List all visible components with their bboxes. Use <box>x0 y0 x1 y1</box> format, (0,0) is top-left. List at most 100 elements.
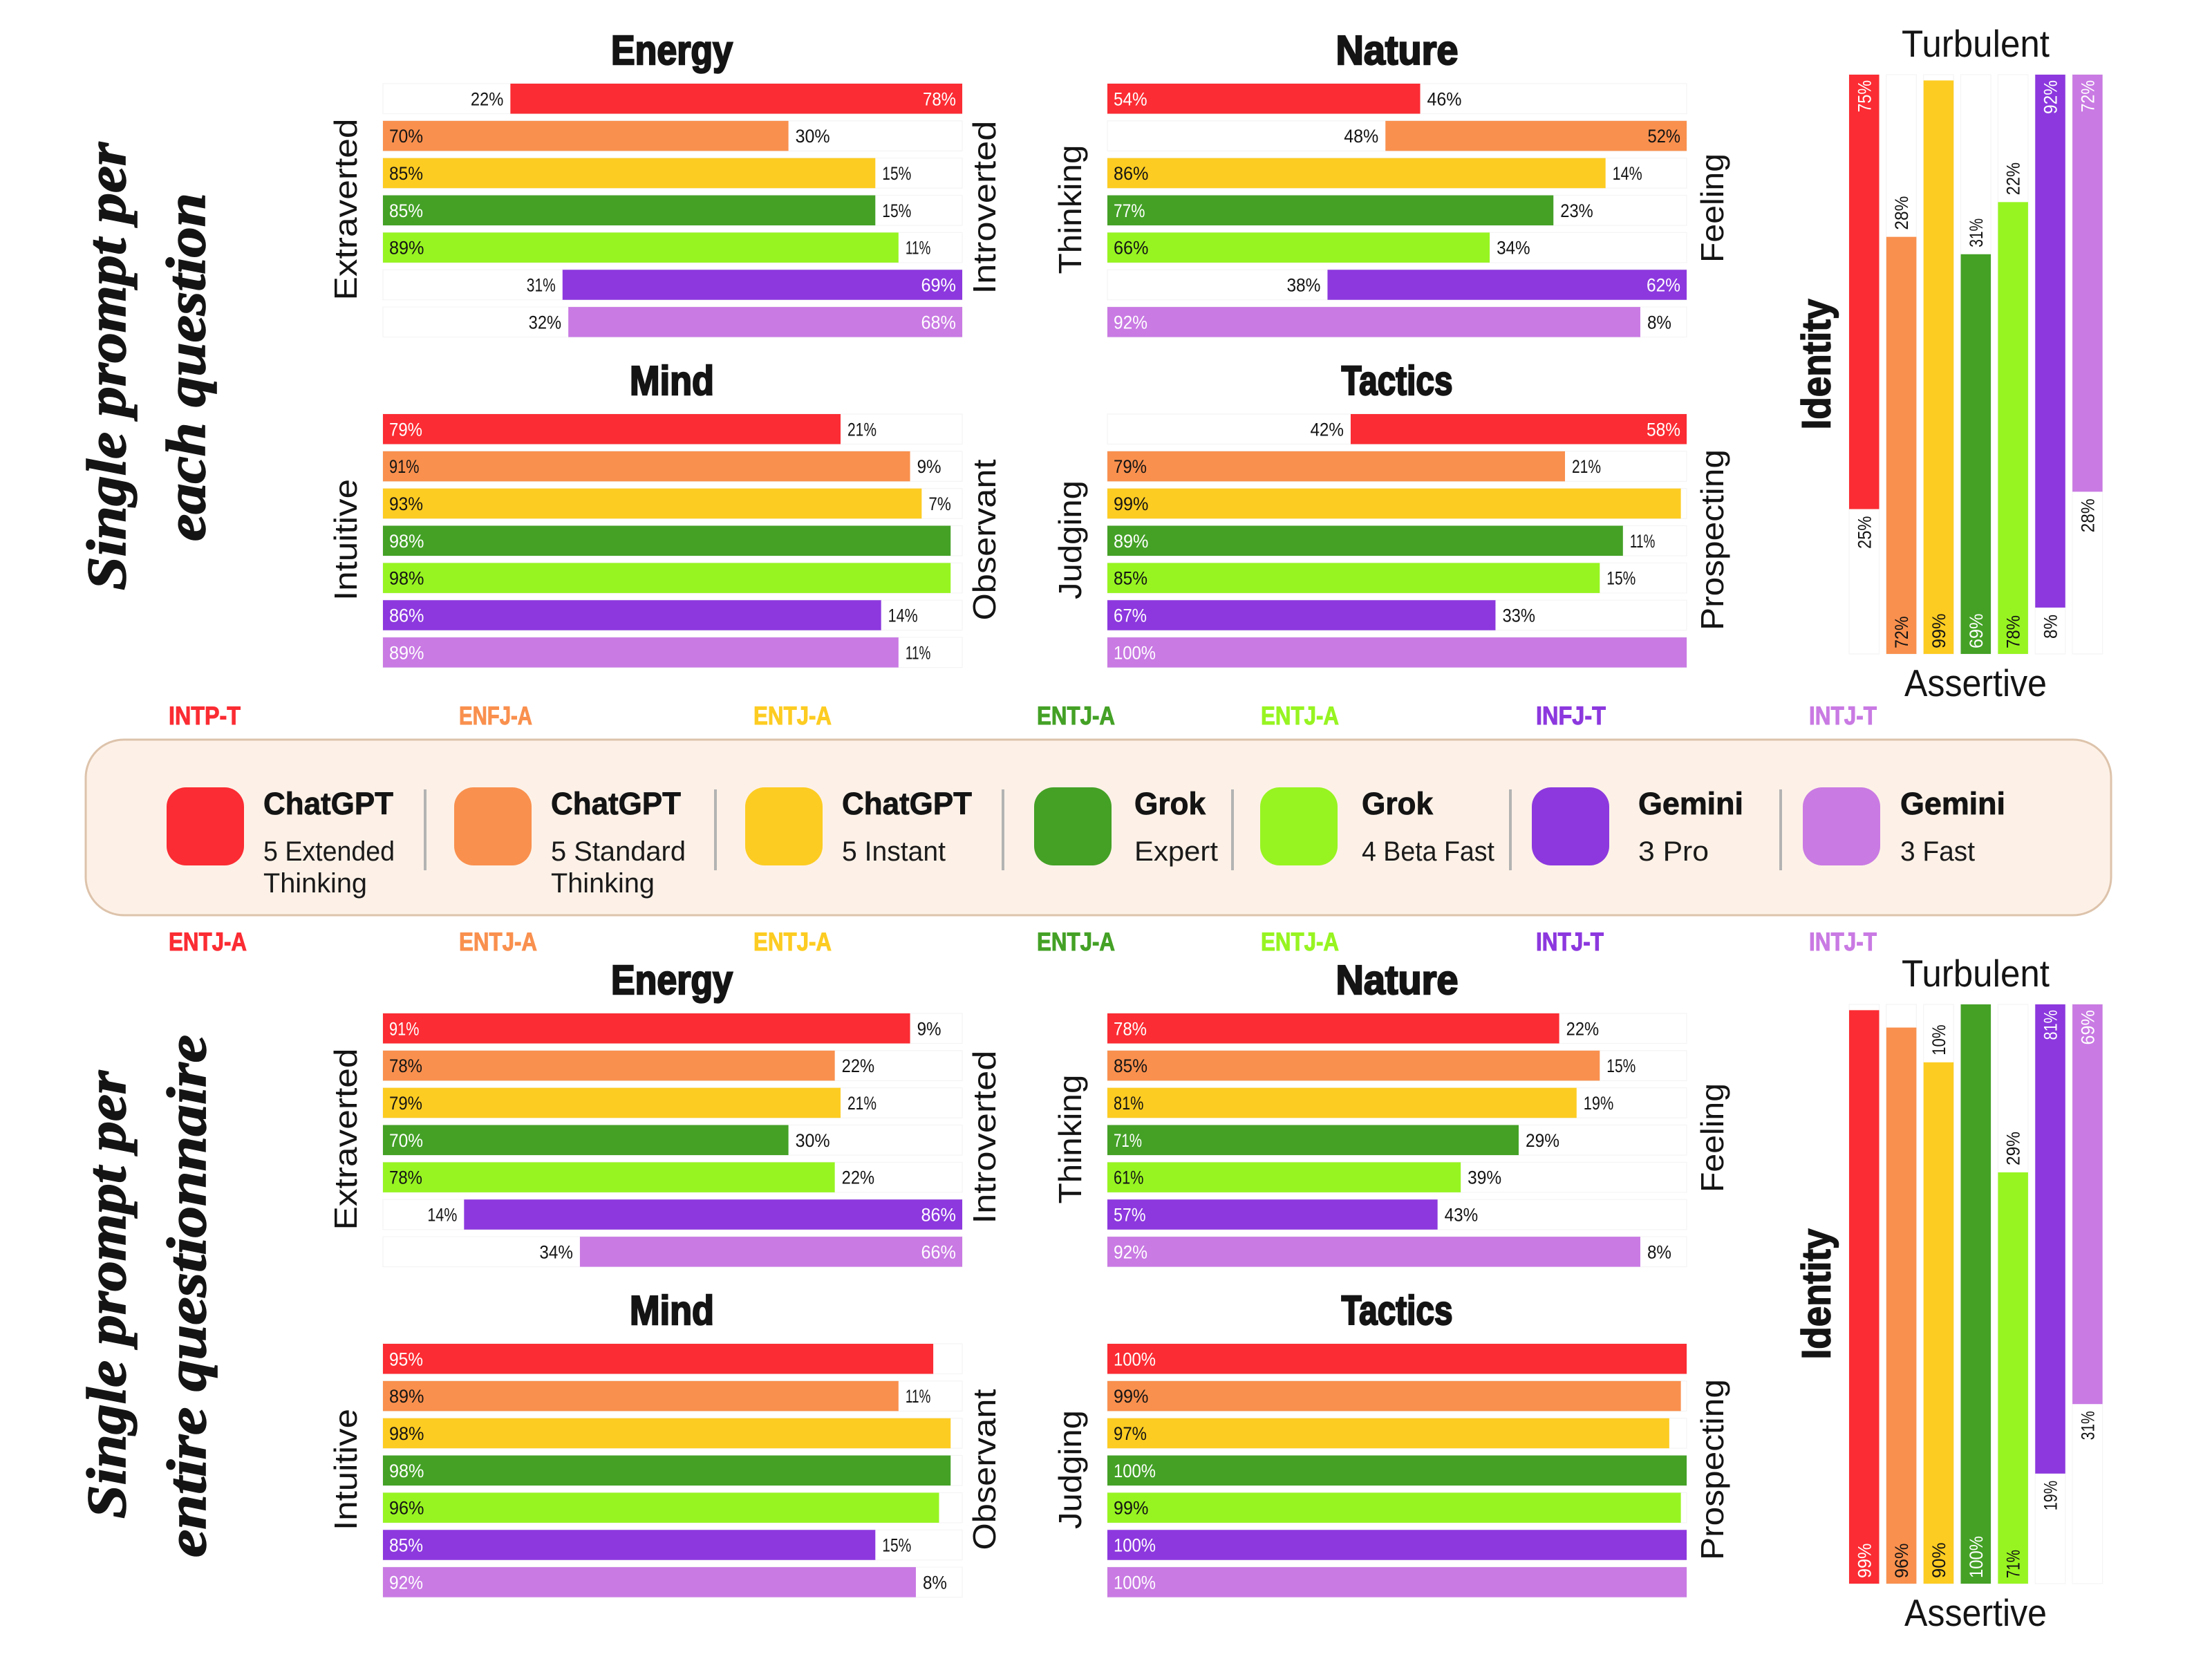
svg-text:15%: 15% <box>882 163 911 184</box>
svg-text:7%: 7% <box>928 494 951 514</box>
svg-text:each question: each question <box>156 193 217 541</box>
svg-text:entire questionnaire: entire questionnaire <box>157 1035 218 1557</box>
svg-text:72%: 72% <box>1891 617 1912 649</box>
svg-text:43%: 43% <box>1445 1205 1479 1226</box>
svg-text:Thinking: Thinking <box>1052 145 1088 274</box>
svg-text:99%: 99% <box>1929 614 1949 649</box>
svg-text:Feeling: Feeling <box>1694 1083 1730 1192</box>
svg-text:Introverted: Introverted <box>966 121 1002 294</box>
svg-text:95%: 95% <box>389 1349 423 1369</box>
svg-text:78%: 78% <box>389 1168 422 1188</box>
svg-text:58%: 58% <box>1647 419 1680 440</box>
svg-text:28%: 28% <box>1891 196 1912 230</box>
svg-text:98%: 98% <box>389 1461 424 1481</box>
svg-text:86%: 86% <box>1114 163 1149 184</box>
svg-text:Single prompt per: Single prompt per <box>77 1070 138 1519</box>
svg-text:Judging: Judging <box>1052 1410 1088 1529</box>
svg-text:Judging: Judging <box>1052 480 1088 599</box>
svg-text:8%: 8% <box>1647 1241 1671 1262</box>
svg-text:Energy: Energy <box>611 28 733 73</box>
svg-text:Prospecting: Prospecting <box>1694 449 1730 630</box>
svg-text:75%: 75% <box>1854 80 1875 113</box>
svg-text:100%: 100% <box>1114 1535 1156 1556</box>
svg-text:Thinking: Thinking <box>1052 1075 1088 1204</box>
svg-text:48%: 48% <box>1344 126 1378 147</box>
svg-text:91%: 91% <box>389 456 420 477</box>
svg-text:22%: 22% <box>471 88 504 109</box>
svg-text:25%: 25% <box>1854 516 1875 550</box>
svg-text:23%: 23% <box>1560 200 1593 221</box>
svg-text:78%: 78% <box>2003 615 2024 648</box>
svg-text:33%: 33% <box>1502 606 1535 626</box>
svg-text:68%: 68% <box>921 312 957 332</box>
svg-text:Grok: Grok <box>1362 786 1434 821</box>
svg-text:Gemini: Gemini <box>1900 786 2005 821</box>
svg-text:31%: 31% <box>2077 1411 2098 1440</box>
svg-text:INTP-T: INTP-T <box>169 702 241 730</box>
svg-text:34%: 34% <box>1497 238 1530 259</box>
svg-text:8%: 8% <box>923 1572 947 1593</box>
svg-text:21%: 21% <box>847 1093 877 1114</box>
svg-text:99%: 99% <box>1114 1498 1149 1519</box>
svg-text:ENTJ-A: ENTJ-A <box>1037 702 1115 730</box>
svg-text:90%: 90% <box>1929 1543 1949 1579</box>
svg-text:30%: 30% <box>796 126 830 147</box>
svg-text:Introverted: Introverted <box>966 1051 1002 1224</box>
svg-text:99%: 99% <box>1854 1544 1875 1579</box>
svg-text:ENTJ-A: ENTJ-A <box>459 928 537 956</box>
svg-text:78%: 78% <box>923 88 956 109</box>
svg-text:46%: 46% <box>1427 88 1462 109</box>
svg-text:Gemini: Gemini <box>1638 786 1743 821</box>
svg-text:92%: 92% <box>1114 312 1147 332</box>
svg-text:22%: 22% <box>1566 1018 1600 1039</box>
svg-text:Observant: Observant <box>966 459 1002 620</box>
svg-text:32%: 32% <box>529 312 562 332</box>
svg-text:79%: 79% <box>389 419 422 440</box>
svg-text:86%: 86% <box>921 1205 957 1226</box>
svg-text:10%: 10% <box>1929 1024 1949 1056</box>
svg-text:92%: 92% <box>389 1572 423 1593</box>
svg-text:ChatGPT: ChatGPT <box>263 786 393 821</box>
svg-text:89%: 89% <box>389 238 424 259</box>
svg-text:66%: 66% <box>921 1241 957 1262</box>
svg-text:Identity: Identity <box>1794 1229 1839 1360</box>
svg-text:69%: 69% <box>921 275 957 296</box>
svg-text:4 Beta Fast: 4 Beta Fast <box>1362 836 1494 867</box>
svg-text:11%: 11% <box>906 642 931 663</box>
svg-text:89%: 89% <box>389 642 424 663</box>
svg-text:57%: 57% <box>1114 1205 1146 1226</box>
svg-text:5 Instant: 5 Instant <box>842 836 946 867</box>
svg-text:3 Fast: 3 Fast <box>1900 836 1975 867</box>
svg-text:96%: 96% <box>389 1498 424 1519</box>
svg-text:85%: 85% <box>1114 1056 1147 1076</box>
svg-text:Mind: Mind <box>630 1288 714 1333</box>
svg-text:79%: 79% <box>389 1093 422 1114</box>
svg-text:54%: 54% <box>1114 88 1147 109</box>
svg-text:Mind: Mind <box>630 358 714 404</box>
svg-text:79%: 79% <box>1114 456 1147 477</box>
svg-text:Nature: Nature <box>1336 28 1459 73</box>
svg-text:Energy: Energy <box>611 957 733 1003</box>
svg-text:INTJ-T: INTJ-T <box>1809 702 1877 730</box>
svg-text:69%: 69% <box>2077 1010 2098 1045</box>
svg-text:Thinking: Thinking <box>263 868 367 899</box>
svg-text:85%: 85% <box>1114 568 1147 589</box>
svg-text:78%: 78% <box>389 1056 422 1076</box>
svg-text:5 Extended: 5 Extended <box>263 836 395 867</box>
svg-text:100%: 100% <box>1114 1572 1156 1593</box>
svg-text:100%: 100% <box>1966 1536 1987 1578</box>
svg-text:31%: 31% <box>1966 218 1987 247</box>
svg-text:66%: 66% <box>1114 238 1149 259</box>
svg-text:99%: 99% <box>1114 1386 1149 1407</box>
svg-text:Grok: Grok <box>1134 786 1206 821</box>
svg-text:8%: 8% <box>1647 312 1671 332</box>
svg-text:Tactics: Tactics <box>1342 358 1453 404</box>
svg-text:ChatGPT: ChatGPT <box>842 786 972 821</box>
svg-text:Tactics: Tactics <box>1342 1288 1453 1333</box>
svg-text:Assertive: Assertive <box>1904 1591 2047 1634</box>
svg-text:39%: 39% <box>1468 1168 1501 1188</box>
svg-text:28%: 28% <box>2077 498 2098 532</box>
svg-text:21%: 21% <box>847 419 877 440</box>
svg-text:85%: 85% <box>389 200 423 221</box>
svg-text:22%: 22% <box>842 1168 875 1188</box>
